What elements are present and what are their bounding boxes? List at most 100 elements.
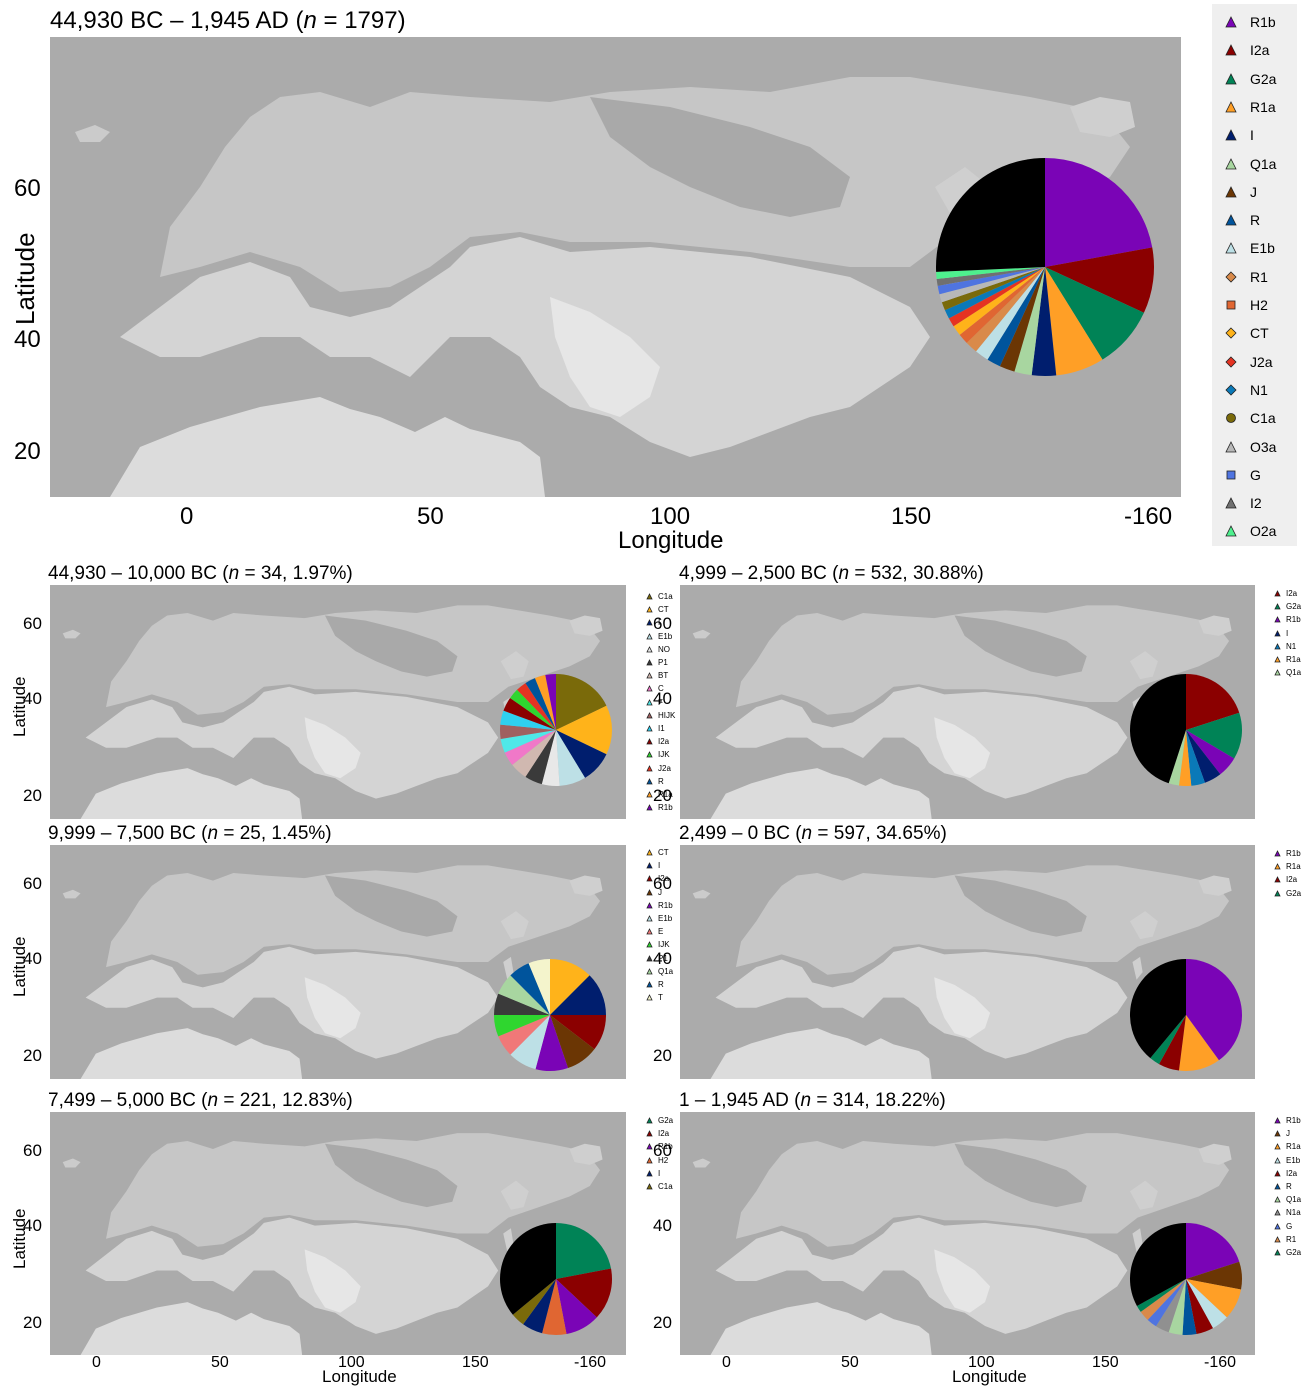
legend-item: R1a [1268,1140,1304,1153]
panel-y-tick: 60 [23,1141,42,1160]
legend-label: I [1286,628,1289,638]
panel-map[interactable] [680,845,1255,1079]
legend-label: O2a [1250,523,1277,540]
pie-slice-other [1130,674,1186,784]
legend-label: I1 [658,724,665,733]
pie-slice-r1a [1045,267,1103,376]
legend-label: J [1286,1129,1290,1139]
legend-item: I2 [1212,489,1297,517]
pie-slice-j2a [948,267,1045,327]
legend-marker [646,1143,653,1150]
legend-marker [646,994,653,1001]
panel-x-tick: 100 [338,1354,365,1371]
legend-marker-icon [646,777,653,785]
legend-marker-icon [1274,863,1281,870]
legend-item: R1b [1268,847,1304,860]
map-landmass [692,865,1232,1079]
pie-slice-i2a [503,697,556,730]
legend-marker [1274,1249,1281,1256]
map-landmass [692,605,1232,819]
legend-label: F [658,697,663,707]
legend-item: C1a [1212,404,1297,432]
legend-item: R1b [1268,1114,1304,1127]
legend-marker-icon [646,645,653,653]
legend-item: E1b [640,630,676,643]
legend-marker [1274,669,1281,676]
legend-marker-icon [646,1130,653,1137]
legend-marker [646,954,653,962]
legend-label: J2a [658,763,671,773]
legend-label: R1b [1286,615,1301,625]
legend-label: I2a [1286,1168,1298,1178]
panel-y-tick: 60 [23,614,42,633]
legend-label: G2a [1286,602,1302,612]
main-map[interactable] [50,37,1181,497]
pie-slice-c1a [556,674,607,730]
legend-marker [1225,525,1237,537]
legend-marker [1274,850,1281,857]
legend-marker [646,685,653,692]
legend-item: R [1268,1180,1304,1193]
pie-slice-e1b [1186,1279,1227,1329]
panel-title-post: = 34, 1.97%) [239,563,353,584]
legend-label: C [658,684,664,694]
legend-label: N1 [1250,381,1268,398]
legend-item: R1b [640,899,676,912]
panel-map[interactable] [50,585,626,819]
panel-x-tick: 100 [968,1354,995,1371]
pie-slice-r1a [1178,1015,1219,1071]
pie-slice-h2 [959,267,1045,343]
map-landmass [62,1133,603,1355]
legend-item: R [640,775,676,788]
panel-title-post: = 532, 30.88%) [849,563,984,584]
legend-marker-icon [646,698,653,705]
panel-map[interactable] [680,585,1255,819]
pie-slice-i1 [500,710,556,730]
legend-item: I2a [1212,36,1297,64]
legend-marker-icon [646,1143,653,1150]
legend-marker-icon [646,711,653,719]
legend-marker [1274,1235,1281,1243]
legend-marker-icon [646,1183,653,1190]
legend-item: I1 [640,722,676,735]
legend-label: R [1250,212,1261,229]
legend-marker [1274,642,1281,650]
legend-item: G2a [1212,65,1297,93]
panel-pie-chart [1130,674,1242,786]
panel-y-tick: 20 [23,1046,42,1065]
panel-y-tick: 60 [23,874,42,893]
legend-label: J [1250,183,1257,200]
main-x-tick: 100 [650,503,691,530]
legend-item: Q1a [1268,666,1304,679]
panel-map[interactable] [680,1112,1255,1355]
legend-marker [1225,157,1237,170]
legend-marker [646,981,653,988]
panel-title-post: = 597, 34.65%) [812,823,947,844]
pie-slice-r [1182,1279,1197,1335]
panel-map[interactable] [50,1112,626,1355]
panel-x-tick: 150 [1092,1354,1119,1371]
legend-label: H2 [1250,297,1268,313]
legend-marker-icon [1274,1143,1281,1150]
panel-map[interactable] [50,845,626,1079]
legend-item: CT [1212,319,1297,347]
panel-x-tick: 0 [722,1354,731,1371]
legend-marker [1274,1222,1281,1230]
legend-item: J [640,886,676,899]
panel-title-pre: 2,499 – 0 BC ( [679,823,802,844]
legend-marker-icon [1274,1117,1281,1124]
legend-marker [1274,603,1281,610]
legend-marker-icon [1225,129,1237,141]
legend-marker [646,698,653,706]
legend-marker-icon [646,751,653,758]
legend-label: G2a [1286,1248,1302,1257]
legend-item: R1a [640,788,676,801]
legend-label: R1b [658,900,673,910]
pie-slice-j [1186,1261,1242,1290]
legend-marker-icon [1225,271,1237,283]
legend-marker [646,804,653,811]
pie-slice-ct [550,959,590,1015]
legend-marker [646,928,653,935]
legend-label: R1a [1286,655,1301,664]
panel-y-tick: 40 [23,949,42,968]
